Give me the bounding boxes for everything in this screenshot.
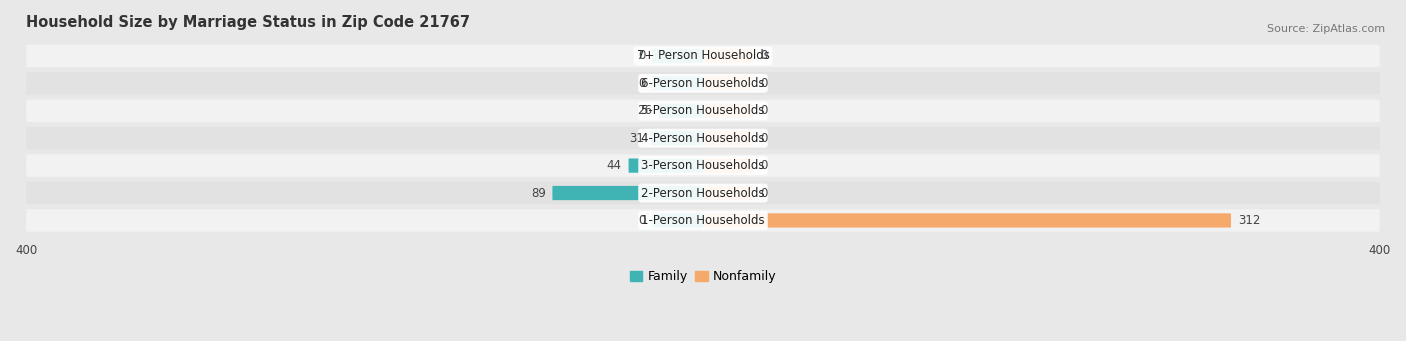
FancyBboxPatch shape bbox=[703, 186, 754, 200]
Text: 2-Person Households: 2-Person Households bbox=[641, 187, 765, 199]
FancyBboxPatch shape bbox=[27, 72, 1379, 94]
Text: 3-Person Households: 3-Person Households bbox=[641, 159, 765, 172]
Text: 26: 26 bbox=[637, 104, 652, 117]
Text: 0: 0 bbox=[761, 132, 768, 145]
FancyBboxPatch shape bbox=[703, 131, 754, 145]
Text: 0: 0 bbox=[638, 77, 645, 90]
FancyBboxPatch shape bbox=[27, 182, 1379, 204]
FancyBboxPatch shape bbox=[659, 104, 703, 118]
FancyBboxPatch shape bbox=[27, 127, 1379, 149]
FancyBboxPatch shape bbox=[652, 49, 703, 63]
Text: 0: 0 bbox=[638, 49, 645, 62]
FancyBboxPatch shape bbox=[652, 76, 703, 90]
Text: 44: 44 bbox=[607, 159, 621, 172]
Text: 312: 312 bbox=[1237, 214, 1260, 227]
Text: Source: ZipAtlas.com: Source: ZipAtlas.com bbox=[1267, 24, 1385, 34]
FancyBboxPatch shape bbox=[27, 45, 1379, 67]
Text: 4-Person Households: 4-Person Households bbox=[641, 132, 765, 145]
Text: 89: 89 bbox=[530, 187, 546, 199]
FancyBboxPatch shape bbox=[27, 209, 1379, 232]
Text: 0: 0 bbox=[761, 104, 768, 117]
FancyBboxPatch shape bbox=[553, 186, 703, 200]
FancyBboxPatch shape bbox=[652, 213, 703, 227]
FancyBboxPatch shape bbox=[27, 100, 1379, 122]
Text: 7+ Person Households: 7+ Person Households bbox=[637, 49, 769, 62]
FancyBboxPatch shape bbox=[27, 154, 1379, 177]
FancyBboxPatch shape bbox=[651, 131, 703, 145]
FancyBboxPatch shape bbox=[703, 159, 754, 173]
Text: 0: 0 bbox=[638, 214, 645, 227]
Text: 6-Person Households: 6-Person Households bbox=[641, 77, 765, 90]
Text: 5-Person Households: 5-Person Households bbox=[641, 104, 765, 117]
FancyBboxPatch shape bbox=[703, 76, 754, 90]
Text: 31: 31 bbox=[628, 132, 644, 145]
FancyBboxPatch shape bbox=[703, 213, 1232, 227]
Text: Household Size by Marriage Status in Zip Code 21767: Household Size by Marriage Status in Zip… bbox=[27, 15, 470, 30]
Text: 0: 0 bbox=[761, 77, 768, 90]
FancyBboxPatch shape bbox=[628, 159, 703, 173]
Text: 0: 0 bbox=[761, 187, 768, 199]
Text: 0: 0 bbox=[761, 159, 768, 172]
Text: 0: 0 bbox=[761, 49, 768, 62]
Text: 1-Person Households: 1-Person Households bbox=[641, 214, 765, 227]
FancyBboxPatch shape bbox=[703, 104, 754, 118]
FancyBboxPatch shape bbox=[703, 49, 754, 63]
Legend: Family, Nonfamily: Family, Nonfamily bbox=[624, 265, 782, 288]
